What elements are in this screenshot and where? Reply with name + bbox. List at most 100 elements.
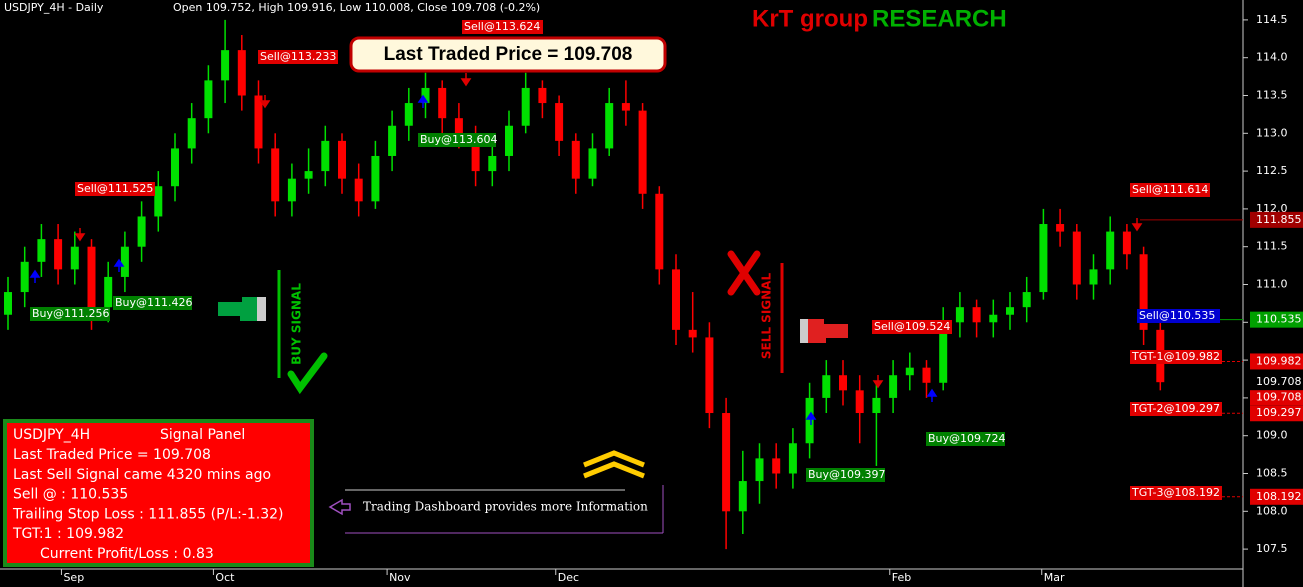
candle-body bbox=[338, 140, 346, 179]
candle-body bbox=[521, 87, 530, 126]
candle-body bbox=[1006, 307, 1014, 315]
x-tick-label: Mar bbox=[1044, 571, 1065, 584]
signal-label: TGT-2@109.297 bbox=[1131, 402, 1220, 415]
signal-label: Buy@111.426 bbox=[115, 296, 193, 309]
check-mark bbox=[287, 352, 328, 395]
signal-label: TGT-3@108.192 bbox=[1131, 486, 1220, 499]
candle-body bbox=[1089, 269, 1098, 285]
panel-line: Current Profit/Loss : 0.83 bbox=[40, 546, 214, 562]
candle-body bbox=[1122, 231, 1131, 255]
candle-body bbox=[221, 50, 230, 81]
candle-body bbox=[755, 458, 764, 482]
title: KrT group bbox=[752, 5, 868, 32]
signal-arrow bbox=[417, 94, 429, 108]
candle-body bbox=[421, 87, 430, 104]
candle-body bbox=[137, 216, 146, 247]
candle-body bbox=[70, 246, 79, 270]
panel-line: Trailing Stop Loss : 111.855 (P/L:-1.32) bbox=[12, 506, 283, 522]
chevrons bbox=[583, 450, 645, 479]
signal-label: Sell@110.535 bbox=[1139, 309, 1215, 322]
candle-body bbox=[204, 80, 213, 119]
last-price-tag bbox=[1250, 390, 1303, 406]
candle-body bbox=[237, 50, 246, 96]
buy-hand bbox=[218, 297, 266, 321]
candle-body bbox=[788, 443, 797, 474]
signal-arrow bbox=[872, 375, 884, 389]
candle-body bbox=[154, 186, 163, 217]
signal-label-box bbox=[1130, 183, 1210, 197]
signal-label: TGT-1@109.982 bbox=[1131, 350, 1220, 363]
candle-body bbox=[805, 397, 814, 444]
candle-body bbox=[738, 481, 747, 512]
signal-label-box bbox=[872, 320, 952, 334]
candle-body bbox=[4, 292, 12, 315]
signal-label: Sell@109.524 bbox=[874, 320, 950, 333]
candle-body bbox=[488, 155, 497, 172]
price-tag bbox=[1250, 353, 1303, 370]
candle-body bbox=[839, 375, 847, 391]
signal-label: Buy@109.397 bbox=[808, 468, 886, 481]
candle-body bbox=[271, 148, 280, 202]
x-tick-label: Feb bbox=[892, 571, 911, 584]
candle-body bbox=[20, 261, 29, 293]
candle-body bbox=[1056, 224, 1065, 232]
candle-body bbox=[171, 148, 179, 187]
signal-label-box bbox=[462, 20, 543, 34]
candle-body bbox=[254, 95, 263, 149]
note-arrow bbox=[328, 498, 351, 516]
subtitle: RESEARCH bbox=[872, 5, 1007, 32]
candle-body bbox=[889, 375, 898, 398]
panel-line: Last Traded Price = 109.708 bbox=[13, 447, 211, 463]
signal-label-box bbox=[1130, 486, 1222, 500]
candle-body bbox=[972, 307, 981, 323]
candle-body bbox=[1039, 224, 1048, 293]
candle-body bbox=[705, 337, 714, 414]
signal-label: Sell@111.525 bbox=[77, 182, 153, 195]
candle-body bbox=[772, 458, 781, 474]
x-tick-label: Nov bbox=[389, 571, 411, 584]
y-tick-label: 107.5 bbox=[1256, 542, 1288, 555]
signal-arrow bbox=[113, 258, 125, 272]
candle-body bbox=[1106, 231, 1115, 270]
signal-label-box bbox=[806, 468, 885, 482]
signal-arrow bbox=[1131, 218, 1143, 232]
candle-body bbox=[722, 413, 731, 512]
last-price-tag-label: 109.708 bbox=[1256, 391, 1302, 404]
candle-body bbox=[621, 103, 630, 111]
candle-body bbox=[939, 322, 948, 383]
candle-body bbox=[438, 87, 447, 119]
candle-body bbox=[688, 329, 697, 338]
signal-label: Sell@113.233 bbox=[260, 50, 336, 63]
candle-body bbox=[855, 390, 864, 414]
candle-body bbox=[104, 276, 113, 308]
last-price-label: 109.708 bbox=[1256, 375, 1302, 388]
candle-body bbox=[571, 140, 580, 179]
signal-arrow bbox=[29, 269, 41, 283]
last-price-box-text: Last Traded Price = 109.708 bbox=[384, 44, 633, 65]
y-tick-label: 112.0 bbox=[1256, 202, 1288, 215]
symbol: USDJPY_4H - Daily bbox=[4, 1, 104, 14]
y-tick-label: 114.0 bbox=[1256, 51, 1288, 64]
x-tick-label: Dec bbox=[558, 571, 579, 584]
candle-body bbox=[454, 118, 463, 134]
signal-label: Buy@109.724 bbox=[928, 432, 1006, 445]
candle-body bbox=[120, 246, 129, 277]
candle-body bbox=[922, 367, 931, 383]
candle-body bbox=[605, 103, 614, 149]
ohlc-header: Open 109.752, High 109.916, Low 110.008,… bbox=[173, 1, 540, 14]
candle-body bbox=[54, 239, 63, 270]
signal-panel bbox=[3, 419, 314, 567]
candle-body bbox=[37, 239, 46, 262]
candle-body bbox=[588, 148, 597, 179]
sell-signal: SELL SIGNAL bbox=[760, 273, 774, 360]
signal-arrow bbox=[460, 73, 472, 87]
candle-body bbox=[304, 171, 313, 179]
x-mark bbox=[727, 250, 761, 296]
candle-body bbox=[1139, 254, 1148, 330]
candle-body bbox=[187, 118, 196, 149]
price-tag-label: 111.855 bbox=[1256, 213, 1302, 226]
price-tag bbox=[1250, 488, 1303, 505]
candle-body bbox=[471, 133, 480, 172]
candle-body bbox=[538, 87, 547, 104]
